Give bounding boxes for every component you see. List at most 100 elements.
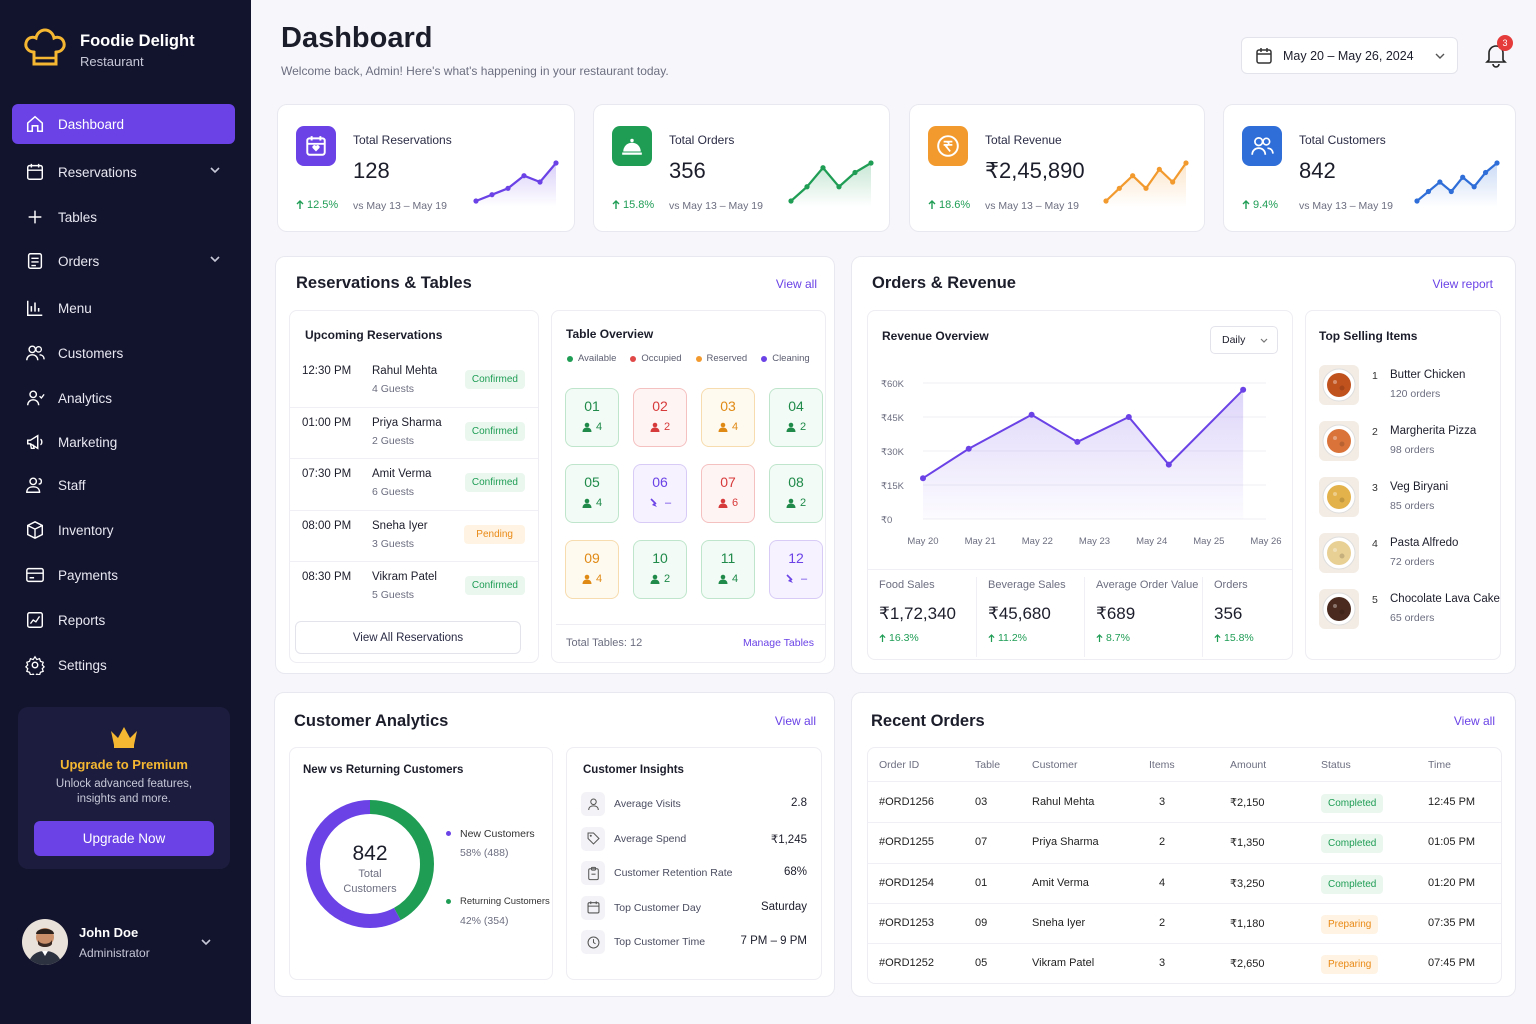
legend-label: Available [578, 353, 617, 364]
sidebar-item-marketing[interactable]: Marketing [12, 422, 235, 462]
sidebar-item-customers[interactable]: Customers [12, 333, 235, 373]
chevron-down-icon [209, 253, 221, 265]
person-icon [582, 422, 592, 432]
table-guests: 4 [566, 497, 618, 509]
guest-count: 4 [595, 573, 603, 585]
sidebar-item-payments[interactable]: Payments [12, 555, 235, 595]
arrow-up-icon [988, 633, 995, 643]
reservation-row[interactable]: 08:00 PM Sneha Iyer 3 Guests Pending [290, 509, 538, 562]
food-image [1319, 533, 1359, 573]
view-all-link[interactable]: View all [775, 277, 817, 291]
table-tile[interactable]: 02 2 [633, 388, 687, 447]
table-row[interactable]: #ORD1253 09 Sneha Iyer 2 ₹1,180 Preparing 07:3… [868, 902, 1501, 943]
table-row[interactable]: #ORD1254 01 Amit Verma 4 ₹3,250 Completed 01:2… [868, 862, 1501, 903]
table-number: 10 [652, 550, 668, 566]
table-tile[interactable]: 05 4 [565, 464, 619, 523]
home-icon [25, 114, 45, 134]
stat-card[interactable]: Total Orders 356 15.8% vs May 13 – May 19 [593, 104, 890, 232]
sidebar-item-dashboard[interactable]: Dashboard [12, 104, 235, 144]
stat-card[interactable]: Total Revenue ₹2,45,890 18.6% vs May 13 – M… [909, 104, 1205, 232]
sparkline-point [1437, 179, 1443, 185]
sidebar-item-analytics[interactable]: Analytics [12, 378, 235, 418]
legend-detail: 42% (354) [460, 915, 509, 927]
reservation-guests: 3 Guests [372, 537, 415, 550]
x-tick-label: May 23 [1079, 536, 1110, 547]
top-item[interactable]: 1 Butter Chicken 120 orders [1306, 363, 1500, 411]
reservation-row[interactable]: 08:30 PM Vikram Patel 5 Guests Confirmed [290, 561, 538, 613]
order-customer: Priya Sharma [1032, 836, 1099, 849]
view-all-link[interactable]: View all [774, 714, 816, 728]
x-tick-label: May 24 [1136, 536, 1167, 547]
calendar-icon [25, 162, 45, 182]
new-vs-returning-panel: New vs Returning Customers 842 Total Cus… [289, 747, 553, 980]
food-image [1319, 421, 1359, 461]
reservation-name: Vikram Patel [372, 571, 437, 584]
table-row[interactable]: #ORD1256 03 Rahul Mehta 3 ₹2,150 Completed 12:… [868, 782, 1501, 822]
stat-change: 9.4% [1242, 199, 1278, 211]
top-item[interactable]: 5 Chocolate Lava Cake 65 orders [1306, 587, 1500, 635]
table-tile[interactable]: 12 – [769, 540, 823, 599]
report-icon [25, 610, 45, 630]
column-header: Amount [1230, 759, 1267, 771]
order-time: 01:20 PM [1428, 876, 1476, 889]
calendar-heart-icon [296, 126, 336, 166]
reservation-row[interactable]: 01:00 PM Priya Sharma 2 Guests Confirmed [290, 406, 538, 459]
sparkline-point [1143, 185, 1149, 191]
insight-row: Top Customer Time 7 PM – 9 PM [567, 926, 821, 958]
chevron-down-icon[interactable] [200, 936, 212, 948]
sparkline-point [1471, 184, 1477, 190]
table-tile[interactable]: 03 4 [701, 388, 755, 447]
table-tile[interactable]: 04 2 [769, 388, 823, 447]
sidebar-item-tables[interactable]: Tables [12, 197, 235, 237]
sidebar-item-staff[interactable]: Staff [12, 465, 235, 505]
stat-card[interactable]: Total Reservations 128 12.5% vs May 13 – Ma… [277, 104, 575, 232]
calendar-icon [1255, 47, 1273, 65]
top-item[interactable]: 4 Pasta Alfredo 72 orders [1306, 531, 1500, 579]
table-row[interactable]: #ORD1252 05 Vikram Patel 3 ₹2,650 Preparing 07… [868, 943, 1501, 983]
table-number: 02 [652, 398, 668, 414]
view-all-link[interactable]: View all [1453, 714, 1495, 728]
reservation-row[interactable]: 12:30 PM Rahul Mehta 4 Guests Confirmed [290, 355, 538, 407]
rupee-icon [928, 126, 968, 166]
sidebar-item-menu[interactable]: Menu [12, 288, 235, 328]
status-badge: Completed [1321, 794, 1384, 813]
guest-count: 4 [731, 573, 739, 585]
table-tile[interactable]: 08 2 [769, 464, 823, 523]
table-tile[interactable]: 09 4 [565, 540, 619, 599]
table-tile[interactable]: 07 6 [701, 464, 755, 523]
sidebar-item-orders[interactable]: Orders [12, 241, 235, 281]
sparkline-point [852, 169, 858, 176]
table-tile[interactable]: 01 4 [565, 388, 619, 447]
reservation-row[interactable]: 07:30 PM Amit Verma 6 Guests Confirmed [290, 458, 538, 510]
date-range-picker[interactable]: May 20 – May 26, 2024 [1241, 37, 1458, 74]
stat-change-value: 15.8% [623, 199, 655, 211]
table-overview-title: Table Overview [566, 327, 654, 341]
divider [868, 862, 1501, 864]
upgrade-now-button[interactable]: Upgrade Now [34, 821, 214, 856]
item-rank: 2 [1372, 426, 1378, 438]
sidebar-item-reports[interactable]: Reports [12, 600, 235, 640]
sidebar-item-inventory[interactable]: Inventory [12, 510, 235, 550]
reservation-guests: 2 Guests [372, 434, 415, 447]
sidebar-item-settings[interactable]: Settings [12, 645, 235, 685]
sales-change: 11.2% [988, 632, 1027, 644]
sidebar-item-reservations[interactable]: Reservations [12, 152, 235, 192]
avatar[interactable] [22, 919, 68, 965]
table-tile[interactable]: 10 2 [633, 540, 687, 599]
table-tile[interactable]: 06 – [633, 464, 687, 523]
stat-card[interactable]: Total Customers 842 9.4% vs May 13 – May 19 [1223, 104, 1516, 232]
revenue-area [923, 389, 1244, 519]
column-header: Customer [1032, 759, 1078, 771]
period-select[interactable]: Daily [1210, 326, 1278, 354]
table-tile[interactable]: 11 4 [701, 540, 755, 599]
table-row[interactable]: #ORD1255 07 Priya Sharma 2 ₹1,350 Completed 01… [868, 822, 1501, 862]
view-report-link[interactable]: View report [1432, 277, 1493, 291]
manage-tables-link[interactable]: Manage Tables [742, 637, 814, 649]
food-image [1319, 477, 1359, 517]
sales-change-value: 16.3% [889, 632, 919, 644]
view-all-reservations-button[interactable]: View All Reservations [295, 621, 521, 654]
top-item[interactable]: 2 Margherita Pizza 98 orders [1306, 419, 1500, 467]
stat-compare: vs May 13 – May 19 [669, 200, 763, 212]
top-item[interactable]: 3 Veg Biryani 85 orders [1306, 475, 1500, 523]
revenue-point [1240, 386, 1247, 393]
